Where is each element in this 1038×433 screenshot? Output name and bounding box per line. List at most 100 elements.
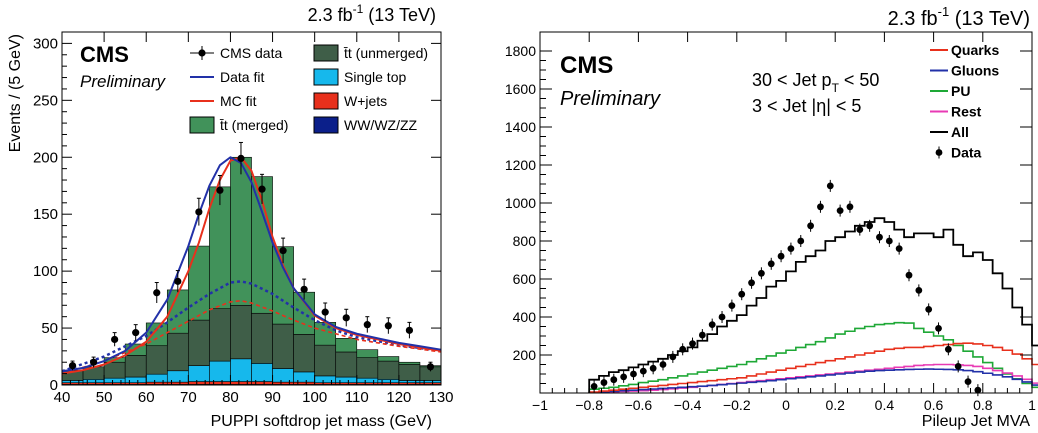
right-data-point-13 [718,313,726,321]
right-x-tick-label-4: −0.2 [723,397,751,413]
stack-bar-2-11 [293,371,315,383]
stack-bar-1-7 [209,381,231,385]
left-plot-frame [61,31,442,386]
left-y-tick-label-4: 200 [33,149,58,166]
left-x-tick-label-5: 90 [264,389,281,406]
right-data-point-9 [679,345,687,353]
data-point-6 [195,208,203,216]
right-data-point-5 [639,367,647,375]
right-data-point-20 [787,245,795,253]
legend-box-swatch [313,68,339,86]
stack-bar-1-8 [230,381,252,385]
stack-bar-2-8 [230,358,252,382]
right-plot-area: −1 −0.8 −0.6 −0.4 −0.2 0 0.2 0.4 0.6 0.8 120040060… [505,31,1038,413]
right-legend-entry-4: All [930,124,969,140]
right-x-axis-label: Pileup Jet MVA [922,413,1031,430]
right-data-point-22 [807,222,814,230]
left-y-tick-label-2: 100 [33,263,58,280]
stack-bar-2-16 [398,380,421,384]
stack-bar-4-15 [377,356,400,362]
stack-bar-1-10 [272,381,294,385]
left-y-tick-label-1: 50 [41,320,58,337]
stack-bar-1-4 [145,381,168,385]
right-legend: Quarks Gluons PU Rest All Data [930,42,999,161]
data-point-9 [258,185,266,193]
right-y-tick-label-5: 1200 [505,157,536,173]
left-y-axis-label: Events / (5 GeV) [7,34,24,152]
left-legend-label-7: WW/WZ/ZZ [344,117,418,133]
left-x-tick-label-1: 50 [96,389,113,406]
right-chart-panel: 2.3 fb-1 (13 TeV) −1 −0.8 −0.6 −0.4 −0.2 0 0.2… [505,4,1038,430]
right-data-point-36 [944,345,952,353]
stack-bar-2-9 [251,363,273,382]
right-x-tick-label-5: 0 [782,397,790,413]
data-fit-line [61,156,442,373]
right-x-tick-label-10: 1 [1028,397,1036,413]
left-cms-label: CMS [80,42,129,67]
left-legend-label-4: t̄t (unmerged) [344,45,428,61]
right-data-point-1 [600,379,608,386]
stack-bar-3-5 [166,332,189,372]
right-legend-entry-1: Gluons [930,63,999,79]
stack-bar-3-16 [398,364,421,381]
right-data-point-37 [954,363,962,370]
right-data-point-10 [689,340,696,347]
right-data-point-15 [738,290,746,298]
stack-bar-3-12 [314,344,337,377]
right-data-point-39 [974,386,982,394]
right-x-tick-label-7: 0.4 [875,397,895,413]
left-x-tick-label-9: 130 [428,389,453,406]
stack-bar-2-13 [335,376,358,384]
right-legend-label-0: Quarks [951,42,999,58]
stack-bar-4-16 [398,361,421,365]
left-y-tick-label-6: 300 [33,35,58,52]
left-x-tick-label-8: 120 [386,389,411,406]
left-lumi-label: 2.3 fb-1 (13 TeV) [308,2,436,25]
right-data-point-26 [846,203,854,211]
right-cms-sub: Preliminary [560,88,661,110]
stack-bar-3-2 [103,361,126,379]
stack-bar-2-14 [356,377,379,384]
right-data-point-28 [866,222,874,230]
left-legend-label-0: CMS data [220,45,282,61]
left-legend-entry-2: MC fit [190,93,257,109]
right-data-point-38 [964,378,972,385]
left-legend-entry-6: W+jets [313,92,387,110]
data-point-12 [321,308,329,316]
right-cut-line-1: 30 < Jet pT < 50 [752,70,879,95]
stack-bar-2-2 [103,377,126,384]
right-data-point-12 [708,321,716,328]
right-data-point-34 [925,306,933,313]
left-x-tick-label-6: 100 [302,389,327,406]
right-data-point-17 [758,269,765,277]
right-data-point-18 [767,260,775,268]
left-legend-entry-0: CMS data [190,45,282,61]
left-x-tick-label-2: 60 [138,389,155,406]
stack-bar-4-4 [145,322,168,347]
stack-bar-2-15 [377,379,400,384]
right-y-tick-label-1: 400 [513,309,537,325]
right-y-tick-label-3: 800 [513,233,537,249]
step-all [588,217,1038,393]
right-data-point-25 [836,207,844,215]
stack-bar-4-7 [209,186,231,310]
right-data-point-24 [826,182,834,190]
mc-fit-line [61,156,442,375]
data-point-5 [174,277,182,285]
stack-bar-2-0 [61,380,84,384]
legend-box-swatch [313,44,339,62]
stack-bar-2-12 [314,375,337,384]
left-x-tick-label-3: 70 [180,389,197,406]
right-y-tick-label-0: 200 [513,347,537,363]
data-point-15 [384,322,392,330]
left-chart-panel: 2.3 fb-1 (13 TeV) 40 50 60 70 80 90 100 110 120 1… [7,2,454,430]
left-legend-label-6: W+jets [344,93,387,109]
step-quarks [588,342,1038,393]
stack-bar-3-10 [272,323,294,369]
data-point-0 [68,362,77,370]
left-legend-entry-4: t̄t (unmerged) [313,44,428,62]
right-legend-label-3: Rest [951,104,982,120]
right-data-point-32 [905,271,913,279]
left-legend-label-1: Data fit [220,69,264,85]
left-legend-entry-7: WW/WZ/ZZ [313,116,418,134]
